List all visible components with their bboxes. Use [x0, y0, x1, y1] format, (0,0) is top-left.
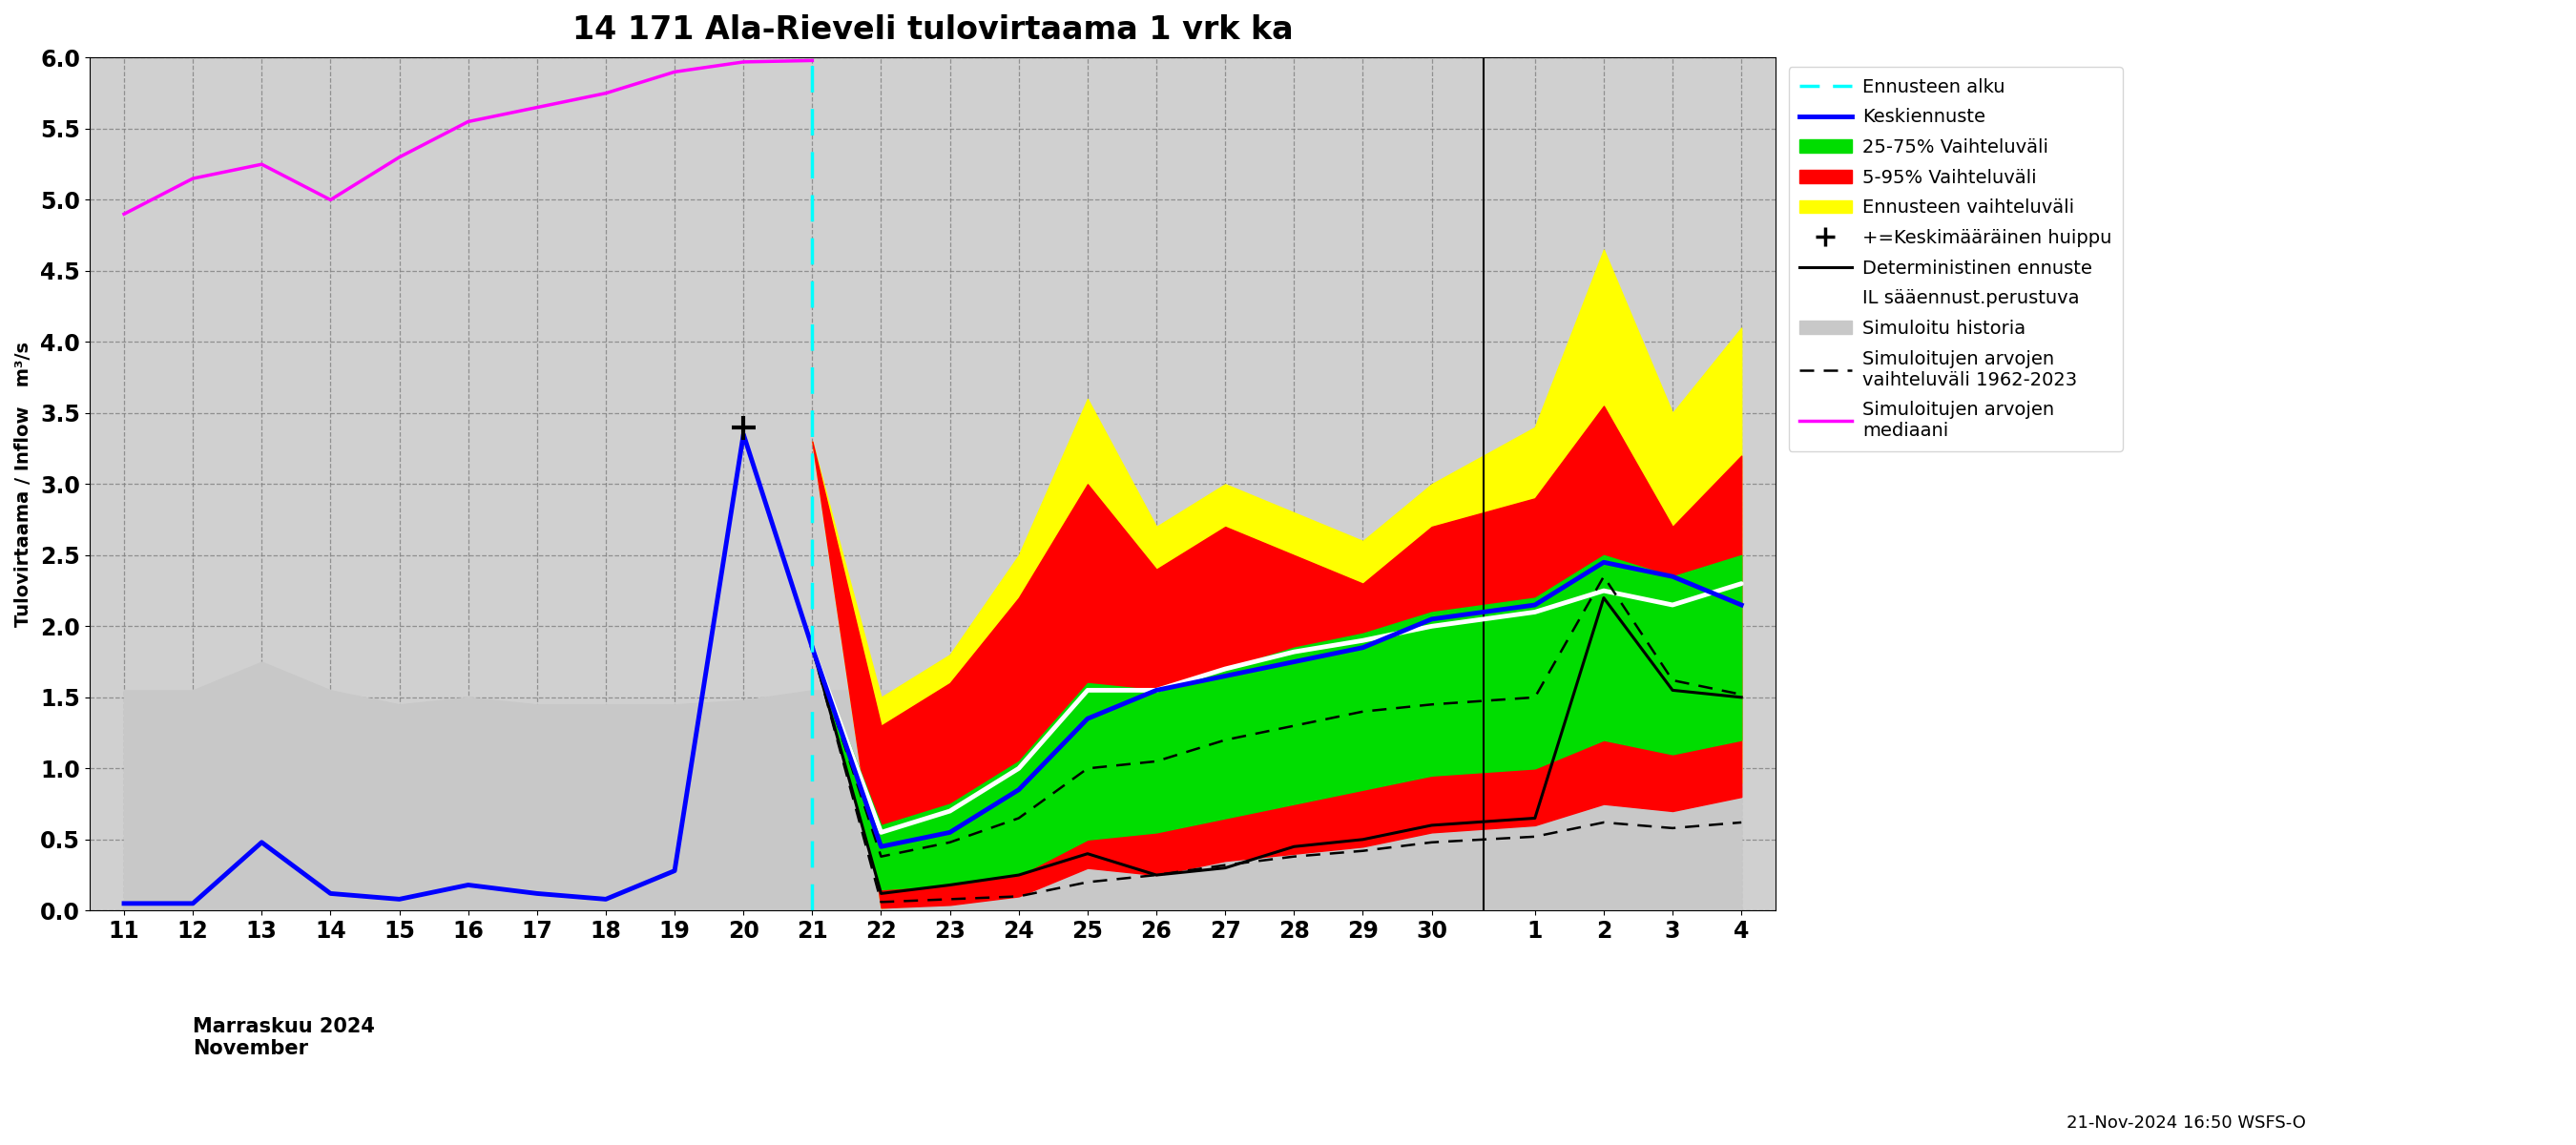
Legend: Ennusteen alku, Keskiennuste, 25-75% Vaihteluväli, 5-95% Vaihteluväli, Ennusteen: Ennusteen alku, Keskiennuste, 25-75% Vai… — [1788, 66, 2123, 451]
Title: 14 171 Ala-Rieveli tulovirtaama 1 vrk ka: 14 171 Ala-Rieveli tulovirtaama 1 vrk ka — [572, 14, 1293, 46]
Y-axis label: Tulovirtaama / Inflow   m³/s: Tulovirtaama / Inflow m³/s — [15, 341, 33, 626]
Text: 21-Nov-2024 16:50 WSFS-O: 21-Nov-2024 16:50 WSFS-O — [2066, 1114, 2306, 1131]
Text: Marraskuu 2024
November: Marraskuu 2024 November — [193, 1017, 376, 1058]
